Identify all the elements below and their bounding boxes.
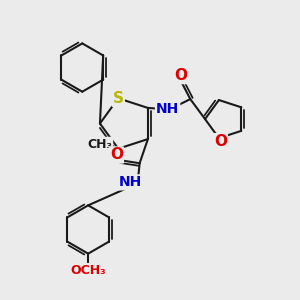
Text: O: O bbox=[214, 134, 227, 149]
Text: S: S bbox=[113, 91, 124, 106]
Text: CH₃: CH₃ bbox=[87, 138, 112, 151]
Text: O: O bbox=[110, 148, 123, 163]
Text: O: O bbox=[174, 68, 187, 83]
Text: OCH₃: OCH₃ bbox=[70, 264, 106, 277]
Text: NH: NH bbox=[118, 176, 142, 189]
Text: NH: NH bbox=[156, 102, 179, 116]
